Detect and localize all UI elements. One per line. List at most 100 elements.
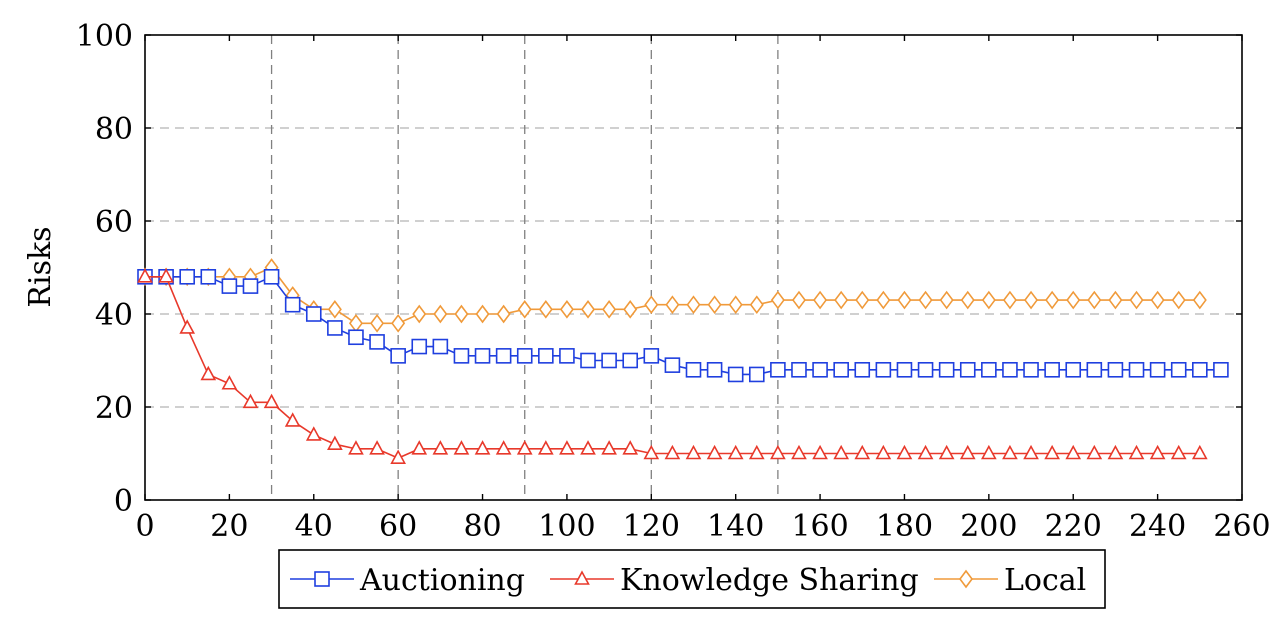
y-tick-label: 60 (95, 205, 133, 240)
x-tick-label: 200 (960, 509, 1017, 544)
x-tick-label: 160 (791, 509, 848, 544)
x-tick-label: 80 (463, 509, 501, 544)
x-tick-label: 20 (210, 509, 248, 544)
data-point (623, 300, 638, 319)
data-point (1107, 444, 1124, 460)
data-point (221, 375, 238, 390)
x-tick-label: 100 (538, 509, 595, 544)
data-point (581, 300, 596, 319)
data-point (1171, 290, 1186, 310)
data-point (200, 268, 217, 285)
data-point (453, 348, 470, 364)
data-point (390, 449, 406, 464)
data-point (1128, 361, 1145, 378)
data-point (432, 338, 449, 355)
y-tick-label: 40 (95, 298, 133, 333)
data-point (897, 290, 912, 310)
data-point (537, 440, 554, 455)
data-point (1149, 444, 1166, 460)
data-point (559, 348, 575, 364)
data-point (1002, 290, 1017, 310)
legend-marker (574, 570, 590, 585)
series-lines (137, 258, 1229, 464)
data-point (896, 361, 913, 378)
data-point (433, 304, 448, 324)
data-point (706, 444, 723, 460)
data-point (1024, 290, 1039, 310)
data-point (917, 361, 934, 378)
data-point (474, 440, 491, 455)
data-point (453, 440, 470, 455)
axis-ticks: 0 20 40 60 80 100 120 140 160 180 200 220 240 260 0 20 4… (76, 19, 1271, 544)
data-point (1044, 361, 1060, 378)
y-axis-title: Risks (23, 226, 58, 307)
data-point (538, 300, 553, 319)
data-point (1170, 444, 1187, 460)
data-point (833, 444, 850, 460)
data-point (854, 444, 871, 460)
data-point (1044, 444, 1060, 460)
data-point (664, 444, 681, 460)
data-point (1023, 444, 1039, 460)
data-point (791, 290, 806, 310)
data-point (263, 268, 280, 285)
data-point (748, 444, 765, 460)
x-tick-label: 60 (379, 509, 417, 544)
y-tick-label: 100 (76, 19, 133, 54)
data-point (833, 361, 849, 378)
data-point (834, 290, 849, 310)
data-point (1002, 361, 1018, 378)
data-point (242, 393, 259, 409)
data-point (770, 290, 785, 310)
data-point (390, 348, 406, 364)
data-point (1065, 361, 1082, 378)
data-point (538, 348, 554, 364)
data-point (1087, 290, 1102, 310)
data-point (200, 365, 217, 381)
data-point (855, 290, 870, 310)
data-point (495, 440, 512, 455)
y-tick-label: 0 (114, 484, 133, 519)
data-point (791, 361, 807, 378)
series-knowledge-sharing (137, 268, 1208, 464)
data-point (875, 444, 892, 460)
data-point (432, 440, 449, 455)
data-point (643, 444, 660, 460)
data-point (369, 334, 385, 350)
data-point (918, 290, 933, 310)
data-point (685, 444, 702, 460)
data-point (813, 290, 828, 310)
data-point (391, 313, 406, 333)
legend-label: Local (1004, 563, 1086, 598)
data-point (1150, 290, 1165, 310)
series-auctioning (137, 268, 1229, 383)
data-point (1192, 290, 1207, 310)
data-point (665, 295, 680, 315)
data-point (348, 440, 364, 455)
data-point (559, 440, 575, 455)
data-point (242, 278, 259, 294)
y-tick-label: 20 (95, 391, 133, 426)
data-point (749, 295, 764, 315)
data-point (1191, 444, 1208, 460)
data-point (580, 440, 596, 455)
data-point (706, 361, 723, 378)
series-local (138, 258, 1207, 333)
data-point (602, 300, 617, 319)
data-point (221, 278, 238, 294)
data-point (516, 440, 533, 455)
data-point (875, 361, 892, 378)
legend-marker (314, 571, 330, 587)
data-point (327, 320, 343, 336)
data-point (516, 348, 533, 364)
data-point (158, 268, 174, 283)
data-point (854, 361, 871, 378)
x-tick-label: 40 (295, 509, 333, 544)
data-point (179, 319, 196, 334)
data-point (748, 366, 765, 383)
data-point (770, 361, 786, 378)
data-point (284, 296, 301, 313)
x-tick-label: 140 (707, 509, 764, 544)
data-point (1045, 290, 1060, 310)
data-point (812, 361, 828, 378)
